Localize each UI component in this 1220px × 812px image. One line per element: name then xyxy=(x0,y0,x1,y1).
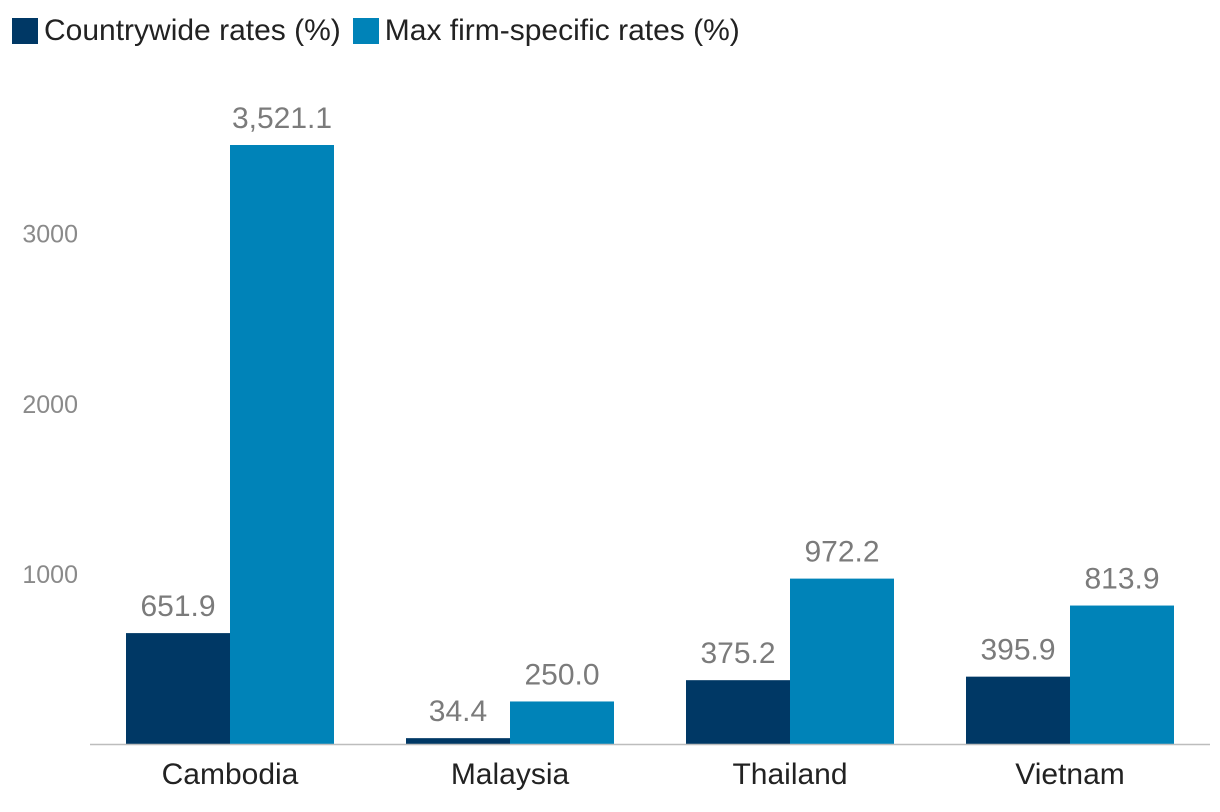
bar-thailand-series-1[interactable] xyxy=(790,578,894,744)
legend-item-countrywide[interactable]: Countrywide rates (%) xyxy=(12,14,341,48)
bar-vietnam-series-0[interactable] xyxy=(966,676,1070,744)
data-label: 813.9 xyxy=(1084,563,1159,596)
x-category-label: Thailand xyxy=(732,758,847,791)
data-label: 972.2 xyxy=(804,536,879,569)
legend-item-max-firm[interactable]: Max firm-specific rates (%) xyxy=(352,14,740,48)
data-label: 375.2 xyxy=(700,637,775,670)
data-label: 395.9 xyxy=(980,634,1055,667)
legend-label-countrywide: Countrywide rates (%) xyxy=(44,14,341,47)
bar-thailand-series-0[interactable] xyxy=(686,680,790,744)
bar-malaysia-series-0[interactable] xyxy=(406,738,510,744)
y-tick-label: 3000 xyxy=(22,221,78,249)
bar-cambodia-series-0[interactable] xyxy=(126,633,230,744)
y-tick-label: 1000 xyxy=(22,561,78,589)
data-label: 34.4 xyxy=(429,695,487,728)
x-category-label: Cambodia xyxy=(162,758,299,791)
bar-cambodia-series-1[interactable] xyxy=(230,145,334,744)
x-category-label: Vietnam xyxy=(1015,758,1125,791)
legend-swatch-max-firm xyxy=(352,18,379,44)
bar-malaysia-series-1[interactable] xyxy=(510,701,614,744)
data-label: 651.9 xyxy=(140,590,215,623)
legend: Countrywide rates (%) Max firm-specific … xyxy=(12,14,752,48)
bar-vietnam-series-1[interactable] xyxy=(1070,605,1174,744)
data-label: 250.0 xyxy=(524,658,599,691)
legend-swatch-countrywide xyxy=(12,18,38,44)
x-category-label: Malaysia xyxy=(451,758,570,791)
y-tick-label: 2000 xyxy=(22,391,78,419)
data-label: 3,521.1 xyxy=(232,102,332,135)
legend-label-max-firm: Max firm-specific rates (%) xyxy=(384,14,740,47)
